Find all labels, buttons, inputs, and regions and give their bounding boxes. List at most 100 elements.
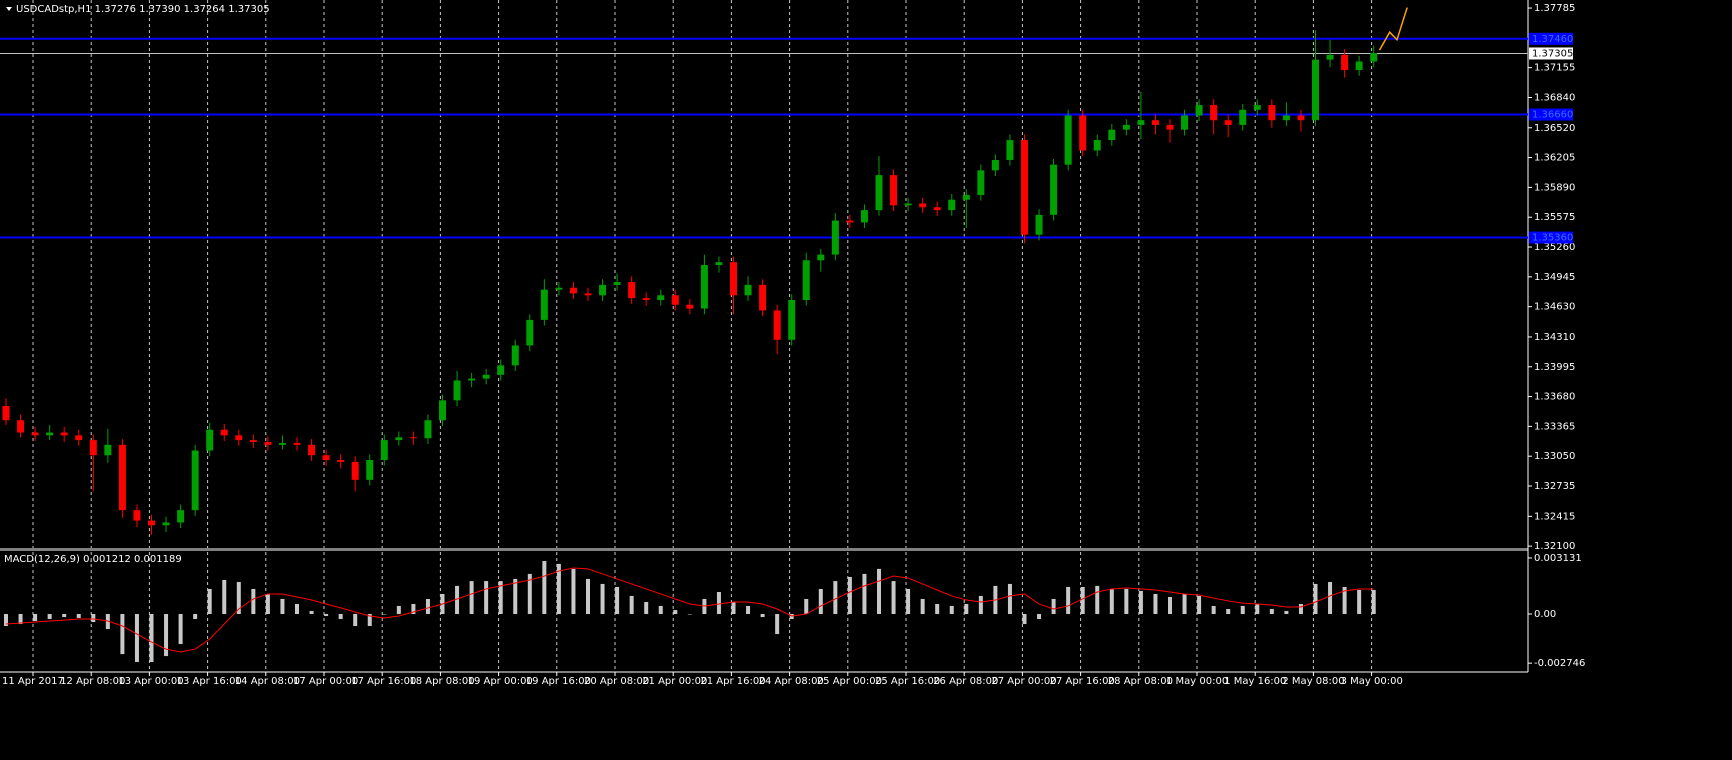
candle-body bbox=[773, 310, 781, 340]
candle-body bbox=[482, 374, 490, 379]
macd-bar bbox=[425, 598, 430, 615]
candle-body bbox=[351, 461, 359, 480]
macd-bar bbox=[134, 614, 139, 662]
candle-body bbox=[628, 282, 636, 299]
macd-bar bbox=[1138, 590, 1143, 615]
macd-bar bbox=[615, 586, 620, 615]
macd-bar bbox=[542, 561, 547, 615]
macd-bar bbox=[877, 568, 881, 615]
candle-body bbox=[1137, 120, 1145, 125]
macd-bar bbox=[164, 614, 169, 657]
candle-body bbox=[1050, 164, 1058, 215]
candle-body bbox=[424, 420, 432, 439]
y-tick-label: 1.35575 bbox=[1534, 212, 1575, 223]
macd-bar bbox=[207, 588, 212, 615]
macd-bar bbox=[251, 588, 256, 615]
candle-body bbox=[380, 440, 388, 460]
macd-bar bbox=[178, 614, 183, 645]
candle-body bbox=[1370, 53, 1378, 62]
candle-body bbox=[104, 444, 112, 456]
y-tick-label: 1.34310 bbox=[1534, 332, 1575, 343]
candle-body bbox=[1035, 214, 1043, 235]
macd-bar bbox=[149, 614, 154, 662]
y-tick-label: -0.002746 bbox=[1534, 658, 1585, 669]
signal-line bbox=[5, 567, 1374, 653]
x-tick-label: 3 May 00:00 bbox=[1341, 676, 1403, 687]
macd-bar bbox=[629, 595, 634, 615]
candle-body bbox=[308, 444, 316, 456]
x-tick-label: 17 Apr 00:00 bbox=[293, 676, 358, 687]
macd-bar bbox=[1284, 610, 1289, 615]
macd-bar bbox=[1066, 586, 1071, 615]
macd-bar bbox=[76, 614, 81, 618]
candle-body bbox=[468, 378, 476, 381]
candle-body bbox=[890, 175, 898, 206]
macd-bar bbox=[338, 614, 343, 620]
x-tick-label: 25 Apr 16:00 bbox=[875, 676, 940, 687]
y-tick-label: 1.32100 bbox=[1534, 541, 1575, 552]
candle-body bbox=[395, 437, 403, 441]
macd-bar bbox=[1357, 590, 1362, 615]
macd-bar bbox=[498, 581, 503, 615]
candle-body bbox=[17, 420, 25, 433]
candle-body bbox=[744, 284, 752, 296]
candle-body bbox=[730, 262, 737, 296]
symbol-header: USDCADstp,H1 1.37276 1.37390 1.37264 1.3… bbox=[16, 4, 270, 15]
macd-bar bbox=[367, 614, 372, 626]
y-tick-label: 1.36205 bbox=[1534, 153, 1575, 164]
y-tick-label: 1.33050 bbox=[1534, 451, 1575, 462]
macd-header: MACD(12,26,9) 0.001212 0.001189 bbox=[4, 554, 182, 565]
candle-body bbox=[191, 450, 199, 511]
macd-bar bbox=[716, 591, 721, 615]
macd-bar bbox=[1051, 598, 1056, 615]
macd-bar bbox=[862, 573, 867, 615]
level-tag bbox=[1529, 32, 1573, 45]
macd-bar bbox=[1371, 590, 1376, 615]
y-tick-label: 1.34945 bbox=[1534, 272, 1575, 283]
candle-body bbox=[977, 170, 985, 195]
candle-body bbox=[569, 287, 577, 294]
y-tick-label: 1.35890 bbox=[1534, 182, 1575, 193]
macd-bar bbox=[556, 563, 561, 615]
candle-body bbox=[1326, 54, 1334, 60]
candle-body bbox=[788, 300, 796, 340]
candle-body bbox=[46, 432, 54, 436]
macd-bar bbox=[353, 614, 358, 626]
macd-bar bbox=[586, 578, 590, 615]
candle-body bbox=[860, 210, 868, 223]
candle-body bbox=[846, 220, 854, 223]
macd-bar bbox=[484, 581, 489, 615]
candle-body bbox=[1021, 140, 1028, 235]
candle-body bbox=[1210, 105, 1218, 121]
candle-body bbox=[817, 254, 825, 261]
macd-bar bbox=[1182, 593, 1187, 615]
macd-bar bbox=[964, 603, 969, 615]
macd-bar bbox=[920, 598, 925, 615]
macd-bar bbox=[1095, 585, 1100, 615]
x-tick-label: 21 Apr 16:00 bbox=[700, 676, 765, 687]
candle-body bbox=[526, 319, 534, 346]
menu-arrow[interactable] bbox=[6, 7, 12, 11]
candle-body bbox=[1064, 115, 1072, 165]
x-tick-label: 19 Apr 00:00 bbox=[468, 676, 533, 687]
candle-body bbox=[1355, 61, 1363, 71]
candle-body bbox=[962, 194, 970, 200]
candle-body bbox=[2, 406, 10, 421]
macd-bar bbox=[949, 605, 954, 615]
macd-bar bbox=[804, 598, 809, 615]
x-tick-label: 2 May 08:00 bbox=[1282, 676, 1344, 687]
y-tick-label: 1.35260 bbox=[1534, 242, 1575, 253]
candle-body bbox=[1122, 124, 1130, 130]
macd-bar bbox=[818, 588, 823, 615]
macd-bar bbox=[280, 598, 285, 615]
candle-body bbox=[671, 295, 679, 305]
x-tick-label: 24 Apr 08:00 bbox=[759, 676, 824, 687]
candle-body bbox=[322, 455, 330, 460]
candle-body bbox=[497, 365, 505, 375]
x-tick-label: 13 Apr 16:00 bbox=[177, 676, 242, 687]
macd-bar bbox=[324, 614, 329, 616]
macd-bar bbox=[1211, 605, 1216, 615]
candle-body bbox=[1151, 120, 1159, 125]
macd-bar bbox=[644, 602, 649, 615]
